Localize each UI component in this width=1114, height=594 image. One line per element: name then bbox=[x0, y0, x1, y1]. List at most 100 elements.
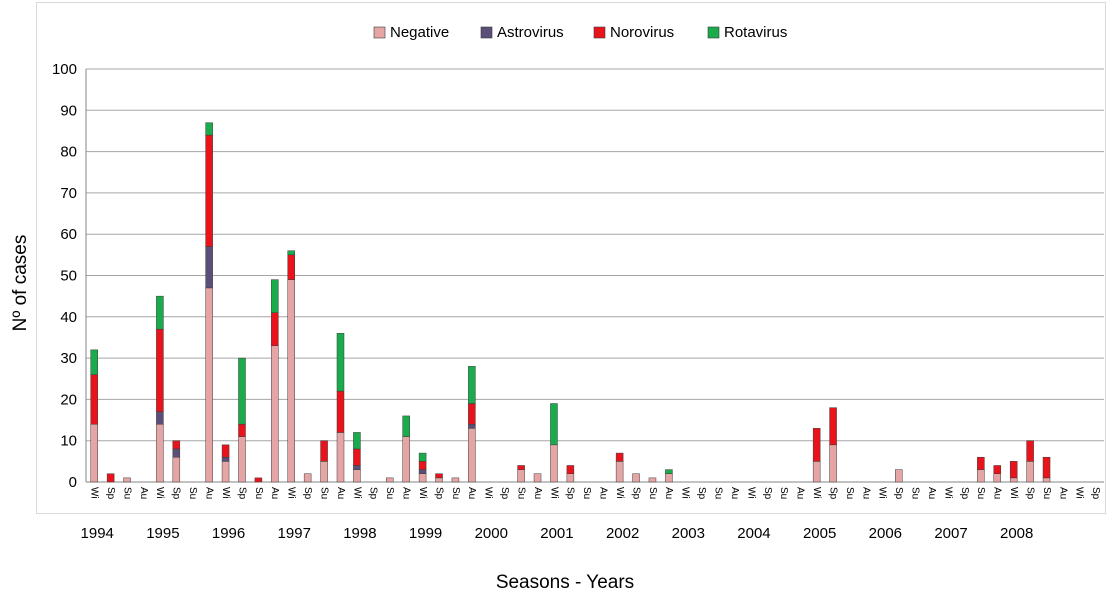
season-tick-label: Au bbox=[335, 487, 346, 499]
year-label: 2000 bbox=[475, 525, 508, 542]
bar-segment-rotavirus bbox=[665, 469, 673, 474]
season-tick-label: Wi bbox=[942, 487, 953, 499]
y-tick-label: 100 bbox=[52, 61, 77, 78]
season-tick-label: Au bbox=[598, 487, 609, 499]
year-label: 2008 bbox=[1000, 525, 1033, 542]
bar-segment-norovirus bbox=[156, 328, 164, 413]
chart-frame bbox=[36, 2, 1106, 514]
season-tick-label: Sp bbox=[302, 487, 313, 500]
season-tick-label: Su bbox=[647, 487, 658, 499]
bar-segment-negative bbox=[336, 432, 345, 483]
bar-segment-norovirus bbox=[238, 423, 246, 437]
year-label: 1994 bbox=[81, 525, 114, 542]
bar-segment-rotavirus bbox=[550, 403, 558, 446]
season-tick-label: Sp bbox=[105, 487, 116, 500]
bar-segment-negative bbox=[435, 477, 443, 483]
season-tick-label: Sp bbox=[630, 487, 641, 500]
bar-segment-negative bbox=[402, 436, 410, 483]
season-tick-label: Su bbox=[253, 487, 264, 499]
legend-item-negative: Negative bbox=[373, 24, 449, 41]
bar-segment-negative bbox=[303, 473, 312, 483]
bar-segment-norovirus bbox=[1009, 461, 1018, 479]
bar-segment-negative bbox=[665, 473, 673, 483]
bar-segment-norovirus bbox=[106, 473, 115, 483]
legend-swatch bbox=[480, 26, 493, 39]
year-label: 1999 bbox=[409, 525, 442, 542]
bar-segment-norovirus bbox=[205, 134, 213, 247]
season-tick-label: Wi bbox=[286, 487, 297, 499]
season-tick-label: Su bbox=[187, 487, 198, 499]
bar-segment-negative bbox=[566, 473, 575, 483]
season-tick-label: Su bbox=[515, 487, 526, 499]
bar-segment-negative bbox=[287, 279, 295, 483]
bar-segment-norovirus bbox=[615, 452, 624, 462]
bar-segment-negative bbox=[812, 461, 821, 483]
bar-segment-negative bbox=[205, 287, 213, 483]
bar-segment-norovirus bbox=[829, 407, 837, 446]
bar-segment-negative bbox=[615, 461, 624, 483]
season-tick-label: Sp bbox=[762, 487, 773, 500]
bar-segment-negative bbox=[172, 456, 181, 483]
bar-segment-norovirus bbox=[468, 403, 476, 425]
season-tick-label: Au bbox=[466, 487, 477, 499]
bar-segment-norovirus bbox=[336, 390, 345, 433]
bar-segment-negative bbox=[993, 473, 1002, 483]
season-tick-label: Sp bbox=[368, 487, 379, 500]
bar-segment-rotavirus bbox=[418, 452, 427, 462]
bar-segment-negative bbox=[320, 461, 328, 483]
legend-item-norovirus: Norovirus bbox=[593, 24, 674, 41]
season-tick-label: Sp bbox=[959, 487, 970, 500]
bar-segment-negative bbox=[156, 423, 164, 483]
bar-segment-negative bbox=[418, 473, 427, 483]
bar-segment-astrovirus bbox=[172, 448, 181, 458]
y-tick-label: 90 bbox=[60, 102, 77, 119]
bar-segment-astrovirus bbox=[156, 411, 164, 425]
season-tick-label: Au bbox=[992, 487, 1003, 499]
bar-segment-negative bbox=[451, 477, 460, 483]
bar-segment-astrovirus bbox=[418, 469, 427, 474]
bar-segment-negative bbox=[123, 477, 131, 483]
bar-segment-norovirus bbox=[254, 477, 263, 483]
bar-segment-negative bbox=[648, 477, 657, 483]
year-label: 2001 bbox=[540, 525, 573, 542]
season-tick-label: Au bbox=[795, 487, 806, 499]
bar-segment-rotavirus bbox=[156, 295, 164, 330]
season-tick-label: Au bbox=[729, 487, 740, 499]
bar-segment-rotavirus bbox=[90, 349, 98, 375]
season-tick-label: Sp bbox=[433, 487, 444, 500]
legend-swatch bbox=[707, 26, 720, 39]
y-tick-label: 30 bbox=[60, 350, 77, 367]
bar-segment-negative bbox=[238, 436, 246, 483]
year-label: 1998 bbox=[343, 525, 376, 542]
year-label: 2003 bbox=[672, 525, 705, 542]
bar-segment-negative bbox=[1026, 461, 1034, 483]
bar-segment-rotavirus bbox=[271, 279, 279, 313]
bar-segment-negative bbox=[550, 444, 558, 483]
season-tick-label: Wi bbox=[220, 487, 231, 499]
season-tick-label: Su bbox=[844, 487, 855, 499]
bar-segment-norovirus bbox=[993, 465, 1002, 474]
year-label: 2004 bbox=[737, 525, 770, 542]
season-tick-label: Wi bbox=[877, 487, 888, 499]
bar-segment-norovirus bbox=[287, 254, 295, 280]
season-tick-label: Au bbox=[1057, 487, 1068, 499]
bar-segment-astrovirus bbox=[353, 465, 361, 470]
bar-segment-norovirus bbox=[566, 465, 575, 474]
season-tick-label: Au bbox=[401, 487, 412, 499]
season-tick-label: Au bbox=[532, 487, 543, 499]
season-tick-label: Wi bbox=[614, 487, 625, 499]
bar-segment-norovirus bbox=[90, 374, 98, 425]
season-tick-label: Wi bbox=[745, 487, 756, 499]
year-label: 2007 bbox=[934, 525, 967, 542]
season-tick-label: Su bbox=[1041, 487, 1052, 499]
season-tick-label: Sp bbox=[1090, 487, 1101, 500]
bar-segment-negative bbox=[386, 477, 394, 483]
bar-segment-negative bbox=[271, 345, 279, 483]
bar-segment-norovirus bbox=[353, 448, 361, 466]
bar-segment-astrovirus bbox=[468, 423, 476, 429]
bar-segment-negative bbox=[533, 473, 542, 483]
bar-segment-negative bbox=[895, 469, 903, 483]
legend-swatch bbox=[593, 26, 606, 39]
season-tick-label: Au bbox=[860, 487, 871, 499]
